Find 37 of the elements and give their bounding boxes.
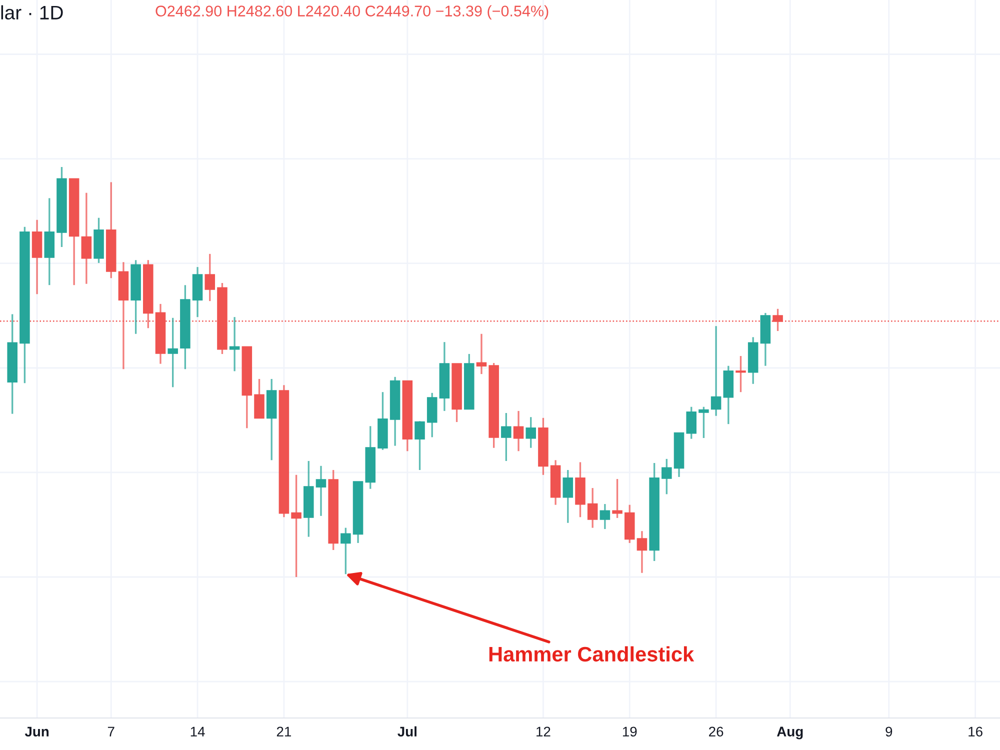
- candlestick: [612, 478, 622, 519]
- candlestick: [662, 458, 672, 496]
- candlestick: [414, 420, 425, 471]
- x-tick-label: 14: [190, 726, 205, 736]
- x-tick-label: 26: [709, 726, 724, 737]
- candlestick: [254, 378, 264, 419]
- candlestick: [229, 316, 240, 372]
- candlestick: [476, 333, 487, 375]
- candlestick: [168, 317, 178, 388]
- candlestick: [636, 530, 648, 574]
- candlestick: [710, 325, 722, 417]
- annotation: Hammer Candlestick: [489, 646, 694, 662]
- x-tick-label: 21: [276, 726, 291, 736]
- x-tick-label: Aug: [776, 726, 803, 740]
- x-tick-label: 12: [536, 726, 550, 736]
- x-tick-label: 7: [108, 726, 114, 736]
- x-tick-label: 19: [622, 726, 637, 737]
- candlestick: [316, 465, 326, 517]
- candlestick: [698, 406, 709, 439]
- candlestick: [587, 487, 598, 529]
- candlestick: [600, 503, 610, 530]
- candlestick: [501, 412, 512, 462]
- x-tick-label: Jun: [24, 726, 49, 737]
- candlestick: [736, 355, 746, 393]
- candlestick: [81, 192, 92, 285]
- candlestick: [686, 406, 696, 440]
- candlestick: [291, 474, 302, 578]
- x-tick-label: 9: [886, 726, 892, 737]
- candlestick: [340, 526, 351, 575]
- candlestick: [204, 253, 216, 302]
- chart-title: lar · 1D: [1, 5, 63, 20]
- x-tick-label: 16: [968, 726, 982, 737]
- candlestick: [513, 410, 524, 452]
- x-tick-label: Jul: [398, 726, 416, 737]
- candlestick: [562, 469, 574, 524]
- text: O2462.90 H2482.60 L2420.40 C2449.70 −13.39 (−0.54%): [156, 5, 548, 20]
- candlestick: [526, 416, 536, 449]
